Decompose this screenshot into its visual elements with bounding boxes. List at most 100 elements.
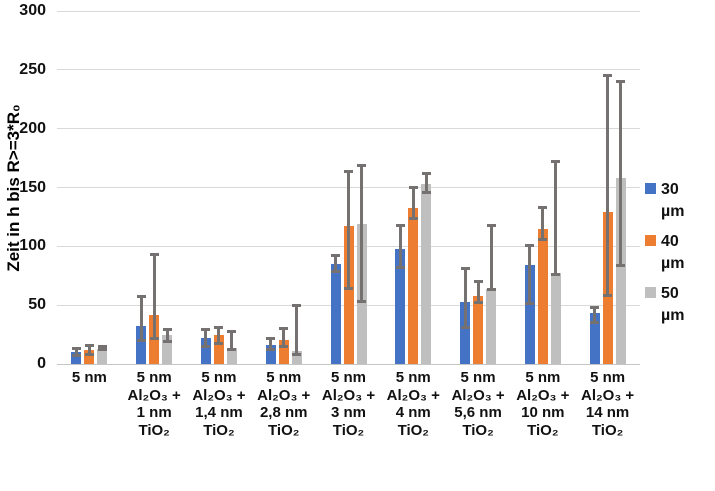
y-tick-label: 200 [19, 119, 46, 137]
error-bar-cap [421, 171, 431, 175]
error-bar [282, 328, 286, 347]
bar-50µm-cat3 [226, 347, 237, 364]
y-tick-label: 150 [19, 178, 46, 196]
y-tick-label: 300 [19, 2, 46, 19]
bar-30µm-cat5 [330, 263, 341, 364]
error-bar-cap [421, 190, 431, 194]
error-bar-cap [71, 347, 81, 351]
error-bar-cap [525, 302, 535, 306]
error-bar-cap [214, 342, 224, 346]
error-bar [619, 81, 623, 266]
bar-40µm-cat1 [84, 349, 95, 364]
legend-swatch-icon [645, 183, 656, 194]
bar-50µm-cat1 [97, 348, 108, 364]
x-category-label: 5 nm Al₂O₃ + 5,6 nm TiO₂ [451, 369, 505, 440]
error-bar-cap [97, 344, 107, 348]
bar-40µm-cat4 [278, 340, 289, 364]
error-bar-cap [71, 354, 81, 358]
error-bar-cap [97, 348, 107, 352]
error-bar [217, 327, 221, 344]
error-bar-cap [84, 343, 94, 347]
error-bar-cap [616, 263, 626, 267]
error-bar-cap [331, 254, 340, 258]
x-category-label: 5 nm [71, 369, 107, 386]
bar-30µm-cat7 [460, 301, 471, 364]
legend-swatch-icon [645, 287, 656, 299]
bar-50µm-cat4 [291, 351, 302, 364]
gridline [57, 69, 640, 71]
error-bar-cap [266, 348, 276, 352]
bar-40µm-cat5 [343, 226, 354, 364]
x-category-label: 5 nm Al₂O₃ + 1 nm TiO₂ [127, 369, 181, 440]
error-bar-cap [525, 243, 535, 247]
error-bar [334, 255, 337, 272]
bar-30µm-cat6 [395, 248, 406, 364]
y-tick-label: 0 [37, 355, 46, 372]
bar-50µm-cat6 [421, 183, 432, 364]
error-bar [541, 207, 545, 240]
error-bar-cap [136, 295, 146, 299]
error-bar [463, 268, 467, 328]
error-bar-cap [201, 344, 211, 348]
x-category-label: 5 nm Al₂O₃ + 3 nm TiO₂ [321, 369, 376, 440]
error-bar [230, 331, 234, 350]
error-bar-cap [227, 348, 237, 352]
error-bar [593, 307, 597, 323]
bar-40µm-cat7 [473, 295, 484, 364]
legend: 30 µm 40 µm 50 µm [645, 179, 711, 327]
error-bar-cap [473, 301, 483, 305]
bar-30µm-cat4 [265, 345, 276, 364]
bar-30µm-cat1 [71, 352, 82, 364]
error-bar [74, 348, 78, 356]
error-bar-cap [214, 326, 224, 330]
legend-swatch-icon [645, 235, 656, 247]
error-bar [269, 338, 273, 350]
error-bar [152, 254, 156, 339]
error-bar-cap [551, 273, 561, 277]
error-bar [100, 346, 104, 350]
bar-50µm-cat9 [615, 178, 626, 364]
bar-40µm-cat3 [213, 334, 224, 364]
error-bar-cap [331, 269, 340, 273]
legend-label: 30 µm [661, 181, 685, 220]
bar-30µm-cat9 [589, 313, 600, 364]
error-bar-cap [616, 80, 626, 84]
x-category-label: 5 nm Al₂O₃ + 1,4 nm TiO₂ [192, 369, 246, 440]
error-bar-cap [357, 163, 366, 167]
error-bar [347, 171, 350, 289]
legend-label: 50 µm [661, 285, 685, 324]
error-bar-cap [344, 169, 353, 173]
bar-50µm-cat8 [550, 273, 561, 364]
error-bar-cap [395, 223, 405, 227]
error-bar-cap [538, 237, 548, 241]
error-bar [489, 225, 493, 290]
error-bar-cap [227, 329, 237, 333]
bar-30µm-cat8 [524, 265, 535, 364]
error-bar-cap [136, 338, 146, 342]
legend-item: 50 µm [645, 283, 711, 326]
error-bar [165, 329, 169, 342]
error-bar [476, 281, 480, 303]
error-bar-cap [292, 353, 302, 357]
error-bar [528, 245, 532, 304]
error-bar-cap [460, 326, 470, 330]
error-bar [424, 173, 428, 193]
error-bar-cap [590, 306, 600, 310]
error-bar-cap [162, 328, 172, 332]
legend-item: 30 µm [645, 179, 711, 222]
error-bar-cap [603, 74, 613, 78]
x-category-label: 5 nm Al₂O₃ + 2,8 nm TiO₂ [257, 369, 311, 440]
bar-50µm-cat2 [162, 334, 173, 364]
error-bar-cap [149, 253, 159, 257]
error-bar-cap [279, 327, 289, 331]
error-bar-cap [357, 300, 366, 304]
legend-label: 40 µm [661, 233, 685, 272]
error-bar [360, 165, 363, 302]
error-bar-cap [486, 288, 496, 292]
error-bar-cap [408, 216, 418, 220]
x-axis-line [57, 363, 640, 365]
legend-item: 40 µm [645, 231, 711, 274]
error-bar-cap [149, 336, 159, 340]
